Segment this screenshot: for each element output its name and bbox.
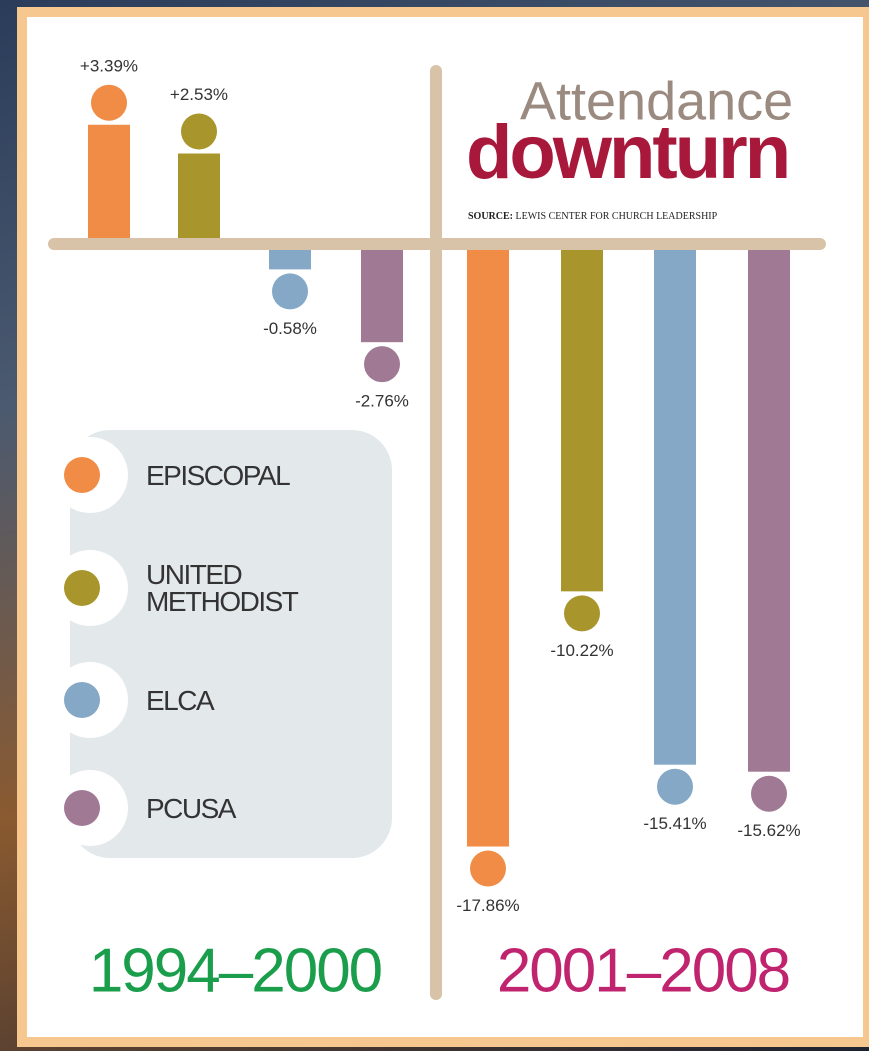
- bar-cap: [181, 113, 217, 149]
- bar-cap: [657, 769, 693, 805]
- legend-label: ELCA: [146, 687, 346, 714]
- value-label: -15.41%: [643, 814, 706, 833]
- period-label: 2001–2008: [497, 936, 789, 1005]
- bar: [178, 153, 220, 238]
- chart: Attendance downturn SOURCE: LEWIS CENTER…: [0, 0, 869, 1051]
- legend-swatch: [64, 570, 100, 606]
- bar: [467, 250, 509, 847]
- source-label: SOURCE:: [468, 211, 513, 222]
- source-text: LEWIS CENTER FOR CHURCH LEADERSHIP: [516, 211, 718, 222]
- baseline: [48, 238, 826, 250]
- bar: [561, 250, 603, 591]
- legend-swatch: [64, 457, 100, 493]
- legend-label: UNITED METHODIST: [146, 561, 346, 615]
- bar: [269, 250, 311, 269]
- legend-swatch: [64, 790, 100, 826]
- bar-cap: [91, 85, 127, 121]
- bar-cap: [272, 273, 308, 309]
- chart-subtitle: downturn: [466, 110, 788, 195]
- value-label: -15.62%: [737, 821, 800, 840]
- bar-cap: [364, 346, 400, 382]
- value-label: +2.53%: [170, 85, 228, 104]
- page: Attendance downturn SOURCE: LEWIS CENTER…: [0, 0, 869, 1051]
- divider: [430, 65, 442, 1000]
- legend-swatch: [64, 682, 100, 718]
- period-label: 1994–2000: [89, 936, 382, 1005]
- bar-cap: [751, 776, 787, 812]
- bar: [654, 250, 696, 765]
- value-label: -17.86%: [456, 896, 519, 915]
- bar: [748, 250, 790, 772]
- value-label: +3.39%: [80, 56, 138, 75]
- bar: [88, 125, 130, 238]
- legend-label: PCUSA: [146, 795, 346, 822]
- legend-label: EPISCOPAL: [146, 462, 346, 489]
- bar: [361, 250, 403, 342]
- value-label: -0.58%: [263, 319, 317, 338]
- value-label: -2.76%: [355, 392, 409, 411]
- source: SOURCE: LEWIS CENTER FOR CHURCH LEADERSH…: [468, 211, 718, 222]
- bar-cap: [470, 851, 506, 887]
- value-label: -10.22%: [550, 641, 613, 660]
- bar-cap: [564, 595, 600, 631]
